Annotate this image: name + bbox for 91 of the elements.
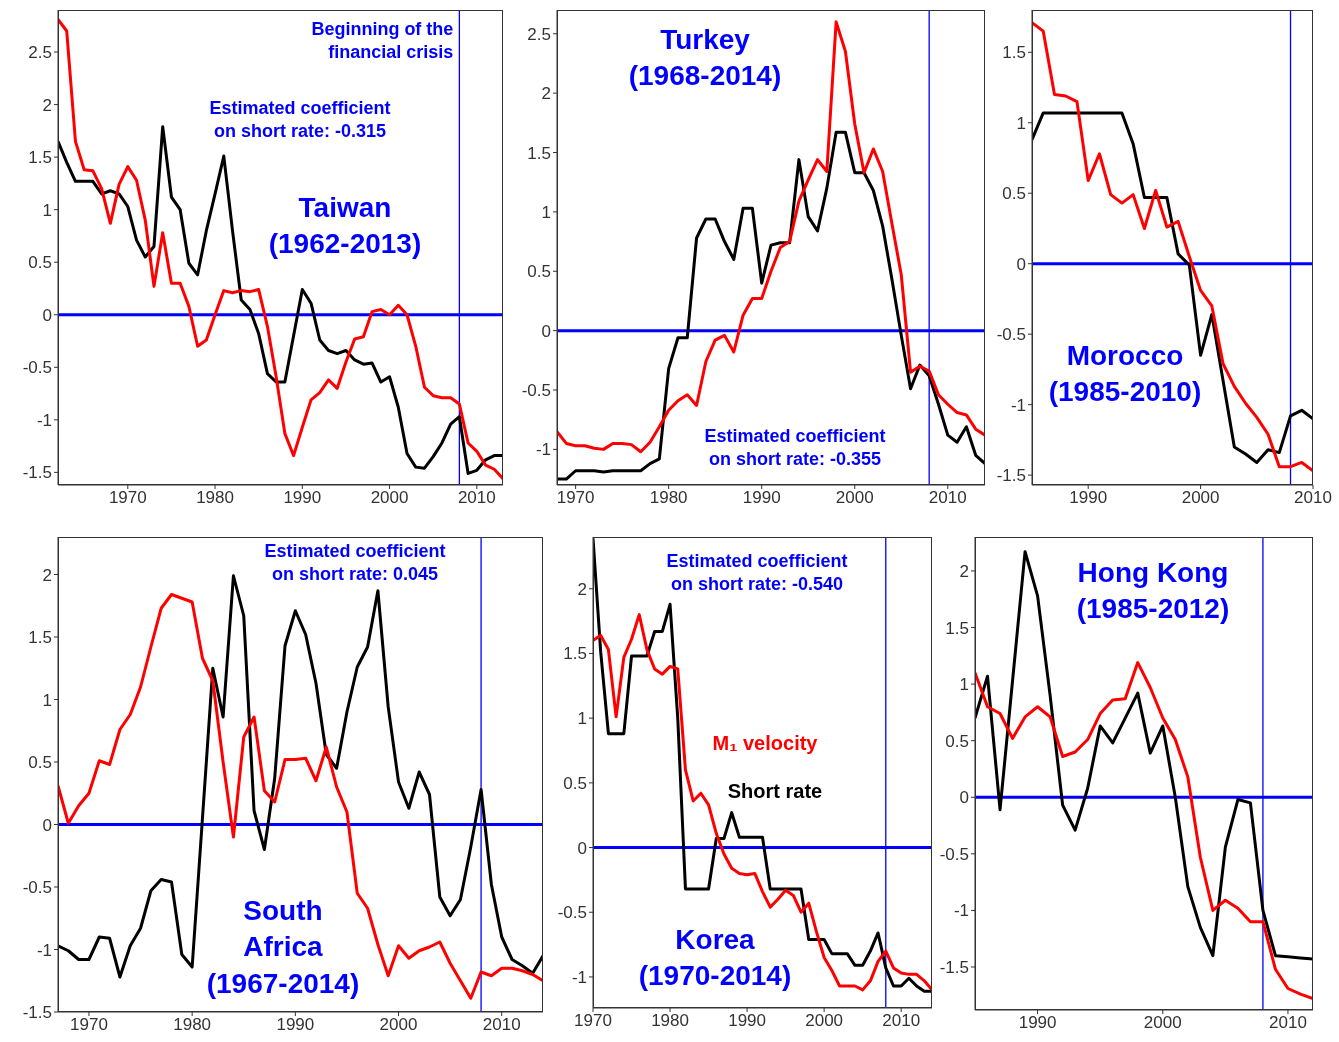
- y-tick-label: 1: [959, 675, 969, 695]
- x-tick-label: 1970: [556, 488, 595, 508]
- y-tick-label: 0.5: [1002, 184, 1026, 204]
- y-tick-label: -1.5: [22, 1003, 52, 1023]
- x-tick-label: 1990: [728, 1011, 767, 1031]
- x-tick-label: 1980: [651, 1011, 689, 1031]
- x-tick-label: 1990: [1018, 1013, 1057, 1033]
- y-tick-label: 0: [959, 788, 969, 808]
- y-tick-label: -1: [953, 901, 969, 921]
- y-tick-label: 1.5: [28, 148, 52, 168]
- y-tick-label: 0: [42, 815, 52, 835]
- annotation: Estimated coefficient on short rate: 0.045: [264, 540, 446, 587]
- y-tick-label: -1: [36, 410, 52, 430]
- annotation: Estimated coefficient on short rate: -0.540: [666, 550, 848, 597]
- text: South Africa (1967-2014): [206, 894, 360, 1001]
- text: Morocco (1985-2010): [1048, 339, 1202, 410]
- x-tick-label: 2000: [379, 1015, 418, 1035]
- y-tick-label: -1.5: [996, 466, 1026, 486]
- x-tick-label: 1970: [108, 488, 147, 508]
- line-series: [975, 661, 1313, 1001]
- y-tick-label: 0: [42, 305, 52, 325]
- y-tick-label: 1.5: [28, 628, 52, 648]
- y-tick-label: 0.5: [563, 773, 587, 793]
- y-tick-label: 0: [541, 321, 551, 341]
- line-series: [58, 125, 503, 475]
- x-tick-label: 2000: [370, 488, 409, 508]
- line-series: [1032, 111, 1313, 464]
- y-tick-label: 1: [577, 709, 587, 729]
- line-series: [593, 613, 932, 992]
- x-tick-label: 2010: [482, 1015, 521, 1035]
- x-tick-label: 1980: [173, 1015, 212, 1035]
- y-tick-label: 1: [42, 690, 52, 710]
- x-tick-label: 2000: [835, 488, 874, 508]
- y-tick-label: 1: [1016, 113, 1026, 133]
- y-tick-label: 2: [577, 579, 587, 599]
- x-tick-label: 2000: [1181, 488, 1220, 508]
- y-tick-label: -1: [1010, 395, 1026, 415]
- series-label: M₁ velocity: [712, 731, 818, 756]
- y-tick-label: 1: [541, 202, 551, 222]
- y-tick-label: 2.5: [28, 43, 52, 63]
- y-tick-label: 0.5: [28, 753, 52, 773]
- x-tick-label: 1990: [276, 1015, 315, 1035]
- x-tick-label: 1980: [196, 488, 234, 508]
- y-tick-label: 1: [42, 200, 52, 220]
- x-tick-label: 1990: [1069, 488, 1108, 508]
- x-tick-label: 2000: [1143, 1013, 1182, 1033]
- x-tick-label: 2010: [1294, 488, 1332, 508]
- y-tick-label: 2: [42, 95, 52, 115]
- ref-line-label: Beginning of the financial crisis: [311, 18, 454, 65]
- annotation: Estimated coefficient on short rate: -0.355: [704, 425, 886, 472]
- x-tick-label: 2010: [928, 488, 967, 508]
- y-tick-label: 1.5: [1002, 43, 1026, 63]
- text: Korea (1970-2014): [638, 923, 792, 994]
- y-tick-label: 2: [959, 561, 969, 581]
- series-label: Short rate: [727, 779, 823, 804]
- y-tick-label: 2: [541, 84, 551, 104]
- text: Hong Kong (1985-2012): [1076, 556, 1230, 627]
- y-tick-label: 1.5: [563, 644, 587, 664]
- x-tick-label: 1990: [742, 488, 781, 508]
- y-tick-label: 1.5: [945, 618, 969, 638]
- x-tick-label: 1970: [70, 1015, 108, 1035]
- line-series: [557, 130, 985, 481]
- y-tick-label: 2: [42, 565, 52, 585]
- x-tick-label: 1970: [574, 1011, 612, 1031]
- text: Taiwan (1962-2013): [268, 191, 422, 262]
- text: Turkey (1968-2014): [628, 23, 782, 94]
- y-tick-label: 0.5: [28, 253, 52, 273]
- y-tick-label: 0: [577, 838, 587, 858]
- y-tick-label: 0.5: [527, 262, 551, 282]
- y-tick-label: 2.5: [527, 24, 551, 44]
- y-tick-label: -0.5: [22, 358, 52, 378]
- y-tick-label: 0.5: [945, 731, 969, 751]
- x-tick-label: 2010: [1269, 1013, 1307, 1033]
- y-tick-label: -1: [535, 440, 551, 460]
- x-tick-label: 1990: [283, 488, 322, 508]
- x-tick-label: 1980: [649, 488, 688, 508]
- y-tick-label: -0.5: [996, 325, 1026, 345]
- x-tick-label: 2010: [457, 488, 496, 508]
- y-tick-label: -1: [36, 940, 52, 960]
- y-tick-label: -1: [571, 967, 587, 987]
- y-tick-label: 0: [1016, 254, 1026, 274]
- x-tick-label: 2000: [805, 1011, 844, 1031]
- y-tick-label: -1.5: [939, 958, 969, 978]
- y-tick-label: -0.5: [939, 844, 969, 864]
- annotation: Estimated coefficient on short rate: -0.315: [209, 97, 391, 144]
- y-tick-label: 1.5: [527, 143, 551, 163]
- y-tick-label: -0.5: [557, 903, 587, 923]
- x-tick-label: 2010: [882, 1011, 921, 1031]
- y-tick-label: -0.5: [22, 878, 52, 898]
- y-tick-label: -1.5: [22, 463, 52, 483]
- y-tick-label: -0.5: [521, 381, 551, 401]
